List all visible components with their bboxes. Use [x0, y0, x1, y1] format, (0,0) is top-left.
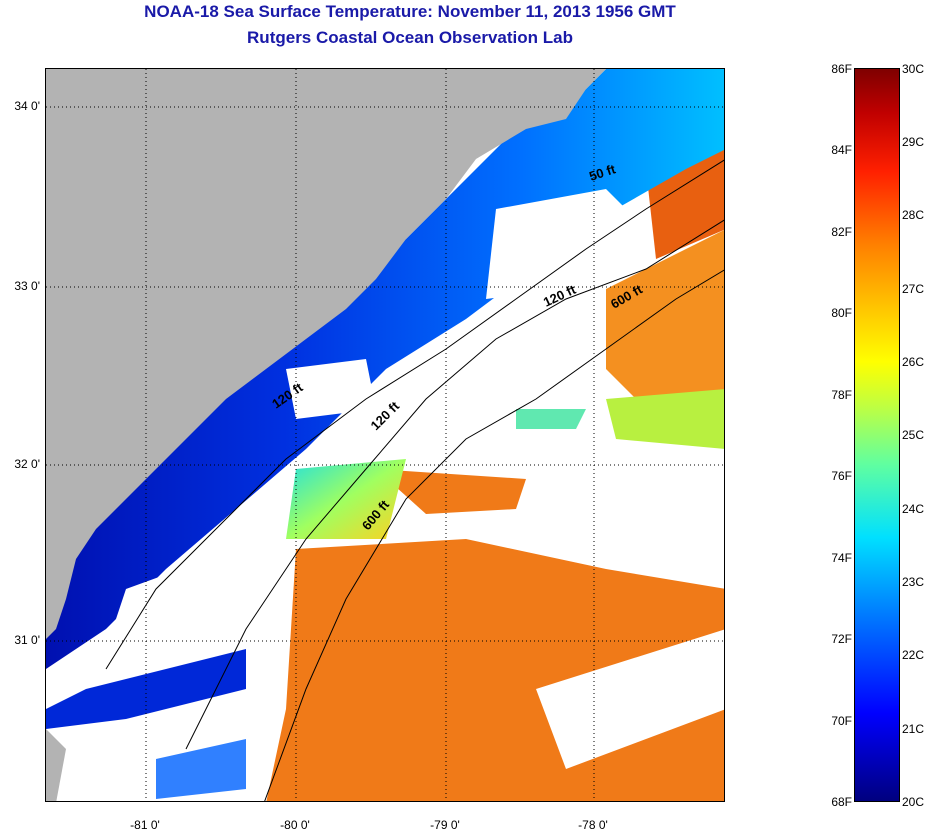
- lat-label-33: 33 0': [14, 279, 40, 293]
- colorbar-f-78: 78F: [831, 388, 852, 402]
- contour-120ft: [185, 219, 724, 750]
- colorbar-c-24: 24C: [902, 502, 925, 516]
- colorbar-c-30: 30C: [902, 62, 925, 76]
- colorbar-c-28: 28C: [902, 208, 925, 222]
- lon-label-79: -79 0': [430, 818, 460, 832]
- colorbar-c-20: 20C: [902, 795, 925, 809]
- colorbar-f-68: 68F: [831, 795, 852, 809]
- warm-water-mid: [376, 469, 526, 514]
- colorbar-f-80: 80F: [831, 306, 852, 320]
- lat-label-34: 34 0': [14, 99, 40, 113]
- colorbar-f-70: 70F: [831, 714, 852, 728]
- colorbar-f-86: 86F: [831, 62, 852, 76]
- greenish-patch-1: [286, 459, 406, 539]
- colorbar-c-22: 22C: [902, 648, 925, 662]
- colorbar-f-72: 72F: [831, 632, 852, 646]
- contour-600ft: [264, 269, 724, 801]
- colorbar-f-74: 74F: [831, 551, 852, 565]
- cold-patch-south: [156, 739, 246, 799]
- colorbar-c-21: 21C: [902, 722, 925, 736]
- colorbar-f-84: 84F: [831, 143, 852, 157]
- map-title: NOAA-18 Sea Surface Temperature: Novembe…: [144, 2, 676, 21]
- cloud-patch-1: [106, 549, 246, 649]
- colorbar-c-29: 29C: [902, 135, 925, 149]
- colorbar-f-76: 76F: [831, 469, 852, 483]
- lon-label-81: -81 0': [130, 818, 160, 832]
- lat-label-32: 32 0': [14, 457, 40, 471]
- sst-map-canvas: 50 ft 120 ft 600 ft 120 ft 600 ft 120 ft: [46, 69, 724, 801]
- sst-map[interactable]: 50 ft 120 ft 600 ft 120 ft 600 ft 120 ft: [45, 68, 725, 802]
- colorbar-c-26: 26C: [902, 355, 925, 369]
- land-mass: [46, 69, 606, 639]
- colorbar-f-82: 82F: [831, 225, 852, 239]
- lon-label-78: -78 0': [578, 818, 608, 832]
- isobath-contours: [105, 159, 724, 801]
- contour-50ft: [105, 159, 724, 670]
- cloud-patch-3: [486, 189, 646, 299]
- greenish-patch-2: [606, 389, 724, 449]
- cloud-patch-2: [286, 359, 376, 419]
- greenish-patch-3: [516, 409, 586, 429]
- colorbar-c-25: 25C: [902, 428, 925, 442]
- map-subtitle: Rutgers Coastal Ocean Observation Lab: [247, 28, 573, 47]
- lat-label-31: 31 0': [14, 633, 40, 647]
- grid-lines: [46, 69, 724, 801]
- colorbar-c-23: 23C: [902, 575, 925, 589]
- lon-label-80: -80 0': [280, 818, 310, 832]
- warm-water-ne: [606, 230, 724, 409]
- colorbar-c-27: 27C: [902, 282, 925, 296]
- cloud-patch-4: [536, 629, 724, 769]
- temperature-colorbar: [854, 68, 900, 802]
- land-south: [46, 729, 66, 801]
